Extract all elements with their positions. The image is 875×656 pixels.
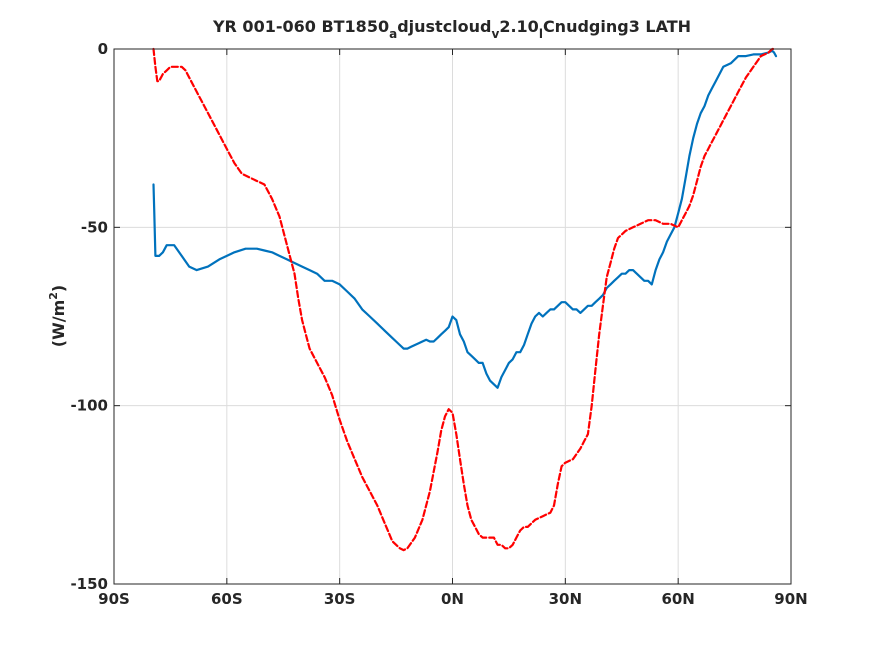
y-tick-label: -50 <box>81 218 108 236</box>
series-line-2 <box>152 47 778 552</box>
title-subscript-2: v <box>492 27 500 41</box>
y-axis-label-suffix: ) <box>49 285 68 292</box>
title-subscript-1: a <box>389 27 397 41</box>
x-tick-label: 60S <box>211 590 243 608</box>
x-tick-label: 0N <box>441 590 464 608</box>
title-main: YR 001-060 BT1850 <box>212 17 389 36</box>
y-axis-label: (W/m2) <box>47 285 68 347</box>
chart-title: YR 001-060 BT1850adjustcloudv2.10lCnudgi… <box>212 17 691 41</box>
x-axis-ticks: 90S 60S 30S 0N 30N 60N 90N <box>98 49 808 608</box>
y-tick-label: -150 <box>70 575 108 593</box>
x-tick-label: 90N <box>774 590 807 608</box>
title-middle-1: djustcloud <box>397 17 491 36</box>
title-subscript-3: l <box>539 27 543 41</box>
title-middle-2: 2.10 <box>499 17 538 36</box>
x-tick-label: 30N <box>549 590 582 608</box>
x-tick-label: 30S <box>324 590 356 608</box>
y-axis-label-prefix: (W/m <box>49 300 68 347</box>
series-line-1 <box>152 49 778 389</box>
x-tick-label: 60N <box>661 590 694 608</box>
title-tail: Cnudging3 LATH <box>543 17 691 36</box>
series-layer <box>152 47 778 552</box>
y-axis-label-superscript: 2 <box>47 292 60 300</box>
y-axis-ticks: -150 -100 -50 0 <box>70 40 791 593</box>
x-tick-label: 90S <box>98 590 130 608</box>
y-tick-label: -100 <box>70 397 108 415</box>
y-tick-label: 0 <box>98 40 108 58</box>
